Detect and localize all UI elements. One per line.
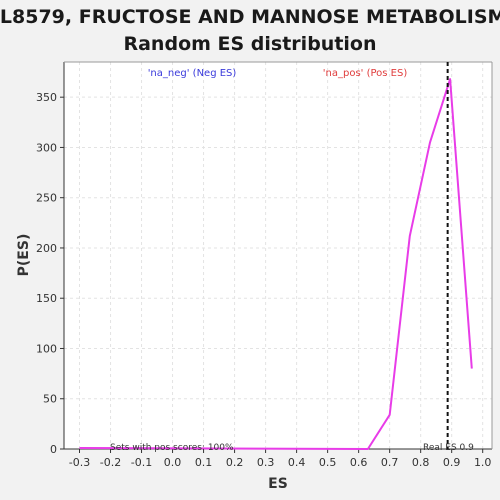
x-tick-label: -0.2 — [100, 456, 121, 469]
grid-lines — [64, 62, 492, 450]
x-tick-label: 0.7 — [381, 456, 399, 469]
x-tick-label: 1.0 — [474, 456, 492, 469]
y-tick-label: 300 — [36, 141, 57, 154]
x-tick-label: 0.1 — [195, 456, 213, 469]
x-tick-label: 0.3 — [257, 456, 275, 469]
x-tick-label: 0.0 — [164, 456, 182, 469]
distribution-line — [79, 78, 473, 450]
chart-title-line1: CL8579, FRUCTOSE AND MANNOSE METABOLISM: — [0, 6, 500, 28]
x-tick-label: -0.1 — [131, 456, 152, 469]
legend-neg: 'na_neg' (Neg ES) — [148, 68, 237, 79]
y-tick-label: 100 — [36, 342, 57, 355]
y-tick-label: 50 — [43, 393, 57, 406]
x-tick-label: 0.9 — [443, 456, 461, 469]
y-tick-label: 350 — [36, 91, 57, 104]
y-tick-label: 0 — [50, 443, 57, 456]
plot-area — [64, 62, 492, 449]
pos-scores-note: Sets with pos scores: 100% — [110, 443, 234, 453]
x-tick-label: 0.2 — [226, 456, 244, 469]
x-tick-label: 0.6 — [350, 456, 368, 469]
y-tick-label: 250 — [36, 192, 57, 205]
series-group — [79, 62, 473, 450]
y-axis-label: P(ES) — [16, 234, 32, 277]
x-tick-label: 0.5 — [319, 456, 337, 469]
x-tick-label: -0.3 — [69, 456, 90, 469]
x-axis-label: ES — [268, 476, 288, 492]
x-tick-label: 0.4 — [288, 456, 306, 469]
legend-pos: 'na_pos' (Pos ES) — [323, 68, 408, 79]
y-tick-label: 200 — [36, 242, 57, 255]
real-es-label: Real ES 0.9 — [423, 443, 474, 453]
axes: -0.3 -0.2 -0.1 0.0 0.1 0.2 0.3 0.4 0.5 0.6 0.7 0.8 0… — [36, 61, 493, 469]
x-tick-label: 0.8 — [412, 456, 430, 469]
y-tick-label: 150 — [36, 292, 57, 305]
chart-title-line2: Random ES distribution — [123, 33, 376, 55]
